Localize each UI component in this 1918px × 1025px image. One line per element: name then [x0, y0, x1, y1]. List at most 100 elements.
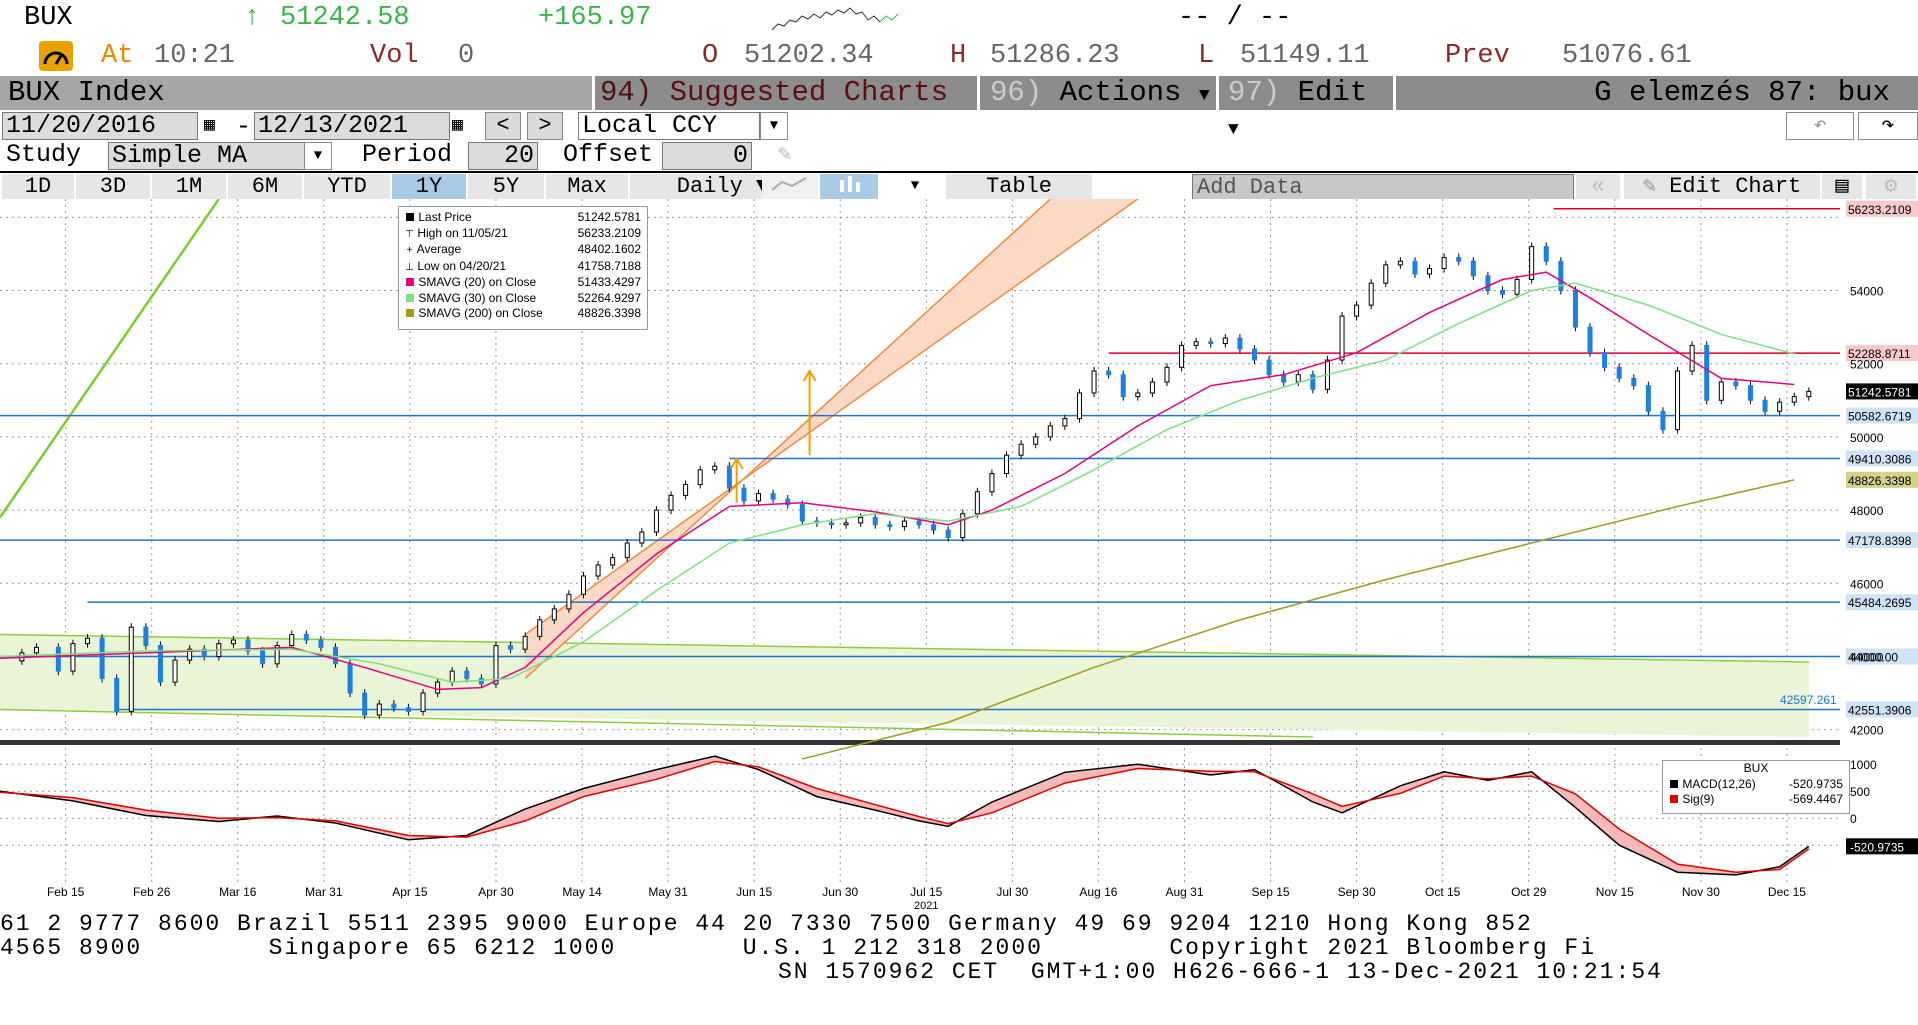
orange-channel-upper: [524, 199, 1139, 636]
level-label-text: 44000.00: [1848, 650, 1898, 664]
candle-body: [1470, 260, 1476, 277]
edit-chart-button[interactable]: ✎ Edit Chart: [1624, 174, 1822, 199]
macd-legend-label: Sig(9): [1682, 792, 1715, 806]
suggested-charts-number: 94): [600, 76, 653, 109]
line-chart-icon[interactable]: [762, 174, 820, 199]
end-date-field[interactable]: 12/13/2021: [254, 112, 450, 140]
last-price: 51242.58: [280, 3, 410, 33]
page-title-text: G elemzés 87: bux: [1594, 76, 1890, 109]
range-button-3d[interactable]: 3D: [76, 174, 152, 199]
range-button-1y[interactable]: 1Y: [392, 174, 468, 199]
candle-body: [1631, 377, 1637, 387]
chart-area[interactable]: 56233.2109 52288.8711 51242.5781 50582.6719…: [0, 199, 1918, 909]
edit-menu[interactable]: 97) Edit ▼: [1228, 76, 1393, 140]
sparkline-icon: [771, 7, 899, 31]
candle-body: [493, 645, 499, 685]
range-button-5y[interactable]: 5Y: [468, 174, 546, 199]
candle-body: [33, 646, 39, 654]
legend-row: SMAVG (30) on Close 52264.9297: [405, 291, 641, 307]
candle-body: [712, 465, 718, 471]
legend-label: Last Price: [418, 210, 472, 224]
undo-icon[interactable]: ↶: [1786, 112, 1854, 140]
start-date-field[interactable]: 11/20/2016: [2, 112, 198, 140]
range-button-ytd[interactable]: YTD: [304, 174, 392, 199]
legend-value: 51433.4297: [577, 275, 641, 289]
candle-body: [945, 529, 951, 539]
signal-line: [0, 760, 1810, 873]
legend-label: SMAVG (30) on Close: [418, 290, 537, 305]
security-field[interactable]: BUX Index: [0, 76, 592, 110]
level-label: 49410.3086: [1846, 450, 1918, 467]
frequency-value: Daily: [676, 174, 743, 199]
currency-select[interactable]: Local CCY: [578, 112, 760, 140]
macd-legend-title: BUX: [1743, 761, 1769, 775]
range-button-max[interactable]: Max: [546, 174, 630, 199]
study-value: Simple MA: [112, 141, 248, 170]
level-label-bg: [1846, 471, 1918, 488]
y-tick-label: 54000: [1850, 284, 1884, 298]
candle-body: [1252, 348, 1258, 361]
bar-chart-icon[interactable]: [820, 174, 880, 199]
candle-body: [537, 619, 543, 637]
range-button-1m[interactable]: 1M: [152, 174, 228, 199]
study-select[interactable]: Simple MA: [108, 142, 306, 170]
actions-menu[interactable]: 96) Actions ▼: [990, 76, 1215, 110]
candle-body: [201, 648, 207, 657]
table-button[interactable]: Table: [946, 174, 1094, 199]
candle-body: [1689, 344, 1695, 372]
candle-body: [1806, 390, 1812, 398]
candle-body: [1339, 315, 1345, 361]
candle-body: [1762, 399, 1768, 412]
candle-body: [1135, 392, 1141, 398]
pencil-icon[interactable]: ✎: [778, 142, 792, 167]
chevron-down-icon[interactable]: ▼: [760, 112, 788, 140]
chevron-down-icon[interactable]: ▼: [890, 174, 942, 199]
x-tick-label: Mar 16: [219, 885, 257, 899]
level-label-text: 50582.6719: [1848, 410, 1912, 424]
legend-value: 48826.3398: [577, 306, 641, 320]
next-period-button[interactable]: >: [527, 112, 563, 140]
level-label-text: 56233.2109: [1848, 203, 1912, 217]
calendar-icon[interactable]: ▦: [204, 116, 215, 136]
calendar-icon[interactable]: ▦: [452, 116, 463, 136]
offset-value: 0: [732, 141, 748, 170]
prev-period-button[interactable]: <: [485, 112, 521, 140]
chevron-down-icon[interactable]: ▼: [304, 142, 332, 170]
bid-ask: -- / --: [1178, 3, 1292, 33]
candle-body: [843, 522, 849, 526]
gauge-icon[interactable]: [38, 40, 74, 72]
suggested-charts-menu[interactable]: 94) Suggested Charts: [600, 76, 976, 110]
candle-body: [1602, 352, 1608, 368]
collapse-icon[interactable]: «: [1576, 174, 1622, 199]
range-button-1d[interactable]: 1D: [2, 174, 76, 199]
gear-icon[interactable]: ⚙: [1866, 174, 1918, 199]
period-field[interactable]: 20: [468, 142, 538, 170]
candle-body: [683, 483, 689, 496]
trend-channel-upper: [0, 633, 1809, 663]
end-date: 12/13/2021: [258, 111, 409, 140]
candle-body: [230, 639, 236, 645]
add-data-button[interactable]: Add Data: [1192, 174, 1574, 201]
candle-body: [303, 634, 309, 641]
candle-body: [639, 531, 645, 544]
offset-field[interactable]: 0: [662, 142, 752, 170]
study-label: Study: [6, 140, 82, 169]
title-bar: BUX Index 94) Suggested Charts 96) Actio…: [0, 76, 1918, 140]
candle-body: [1675, 370, 1681, 431]
level-label: 56233.2109: [1846, 200, 1918, 217]
candle-body: [1747, 385, 1753, 401]
candle-body: [756, 493, 762, 502]
candle-body: [828, 522, 834, 526]
range-button-6m[interactable]: 6M: [228, 174, 304, 199]
macd-legend-label: MACD(12,26): [1682, 776, 1756, 791]
chart-settings-icon[interactable]: ▤: [1822, 174, 1864, 199]
redo-icon[interactable]: ↷: [1858, 112, 1918, 140]
candle-body: [1616, 366, 1622, 379]
candle-body: [989, 472, 995, 493]
security-name: BUX Index: [8, 76, 165, 109]
candle-body: [405, 707, 411, 712]
candle-body: [114, 677, 120, 712]
y-tick-label: 50000: [1850, 431, 1884, 445]
currency-value: Local CCY: [582, 111, 718, 140]
macd-legend-row: Sig(9) -569.4467: [1669, 792, 1843, 808]
